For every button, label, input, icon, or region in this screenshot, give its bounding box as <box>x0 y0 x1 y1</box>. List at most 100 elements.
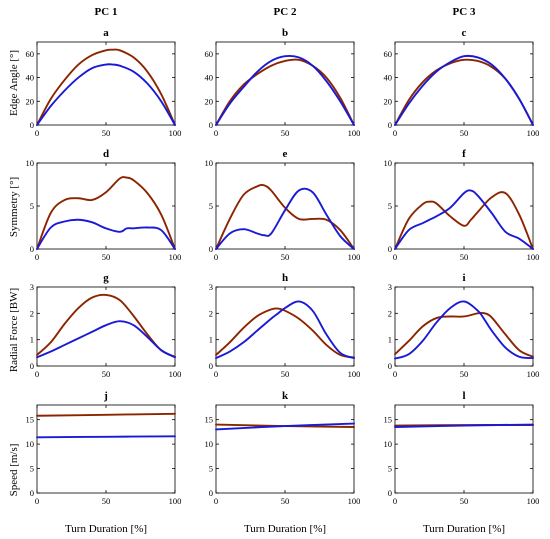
y-tick-label: 2 <box>30 308 34 318</box>
x-tick-label: 0 <box>214 496 218 506</box>
series-line-blue <box>36 218 176 250</box>
y-tick-label: 0 <box>30 488 34 498</box>
y-tick-label: 10 <box>26 158 35 168</box>
ylabel-symmetry: Symmetry [°] <box>8 177 20 237</box>
y-tick-label: 20 <box>26 96 35 106</box>
x-tick-label: 50 <box>102 496 111 506</box>
y-tick-label: 0 <box>209 120 213 130</box>
x-tick-label: 50 <box>102 252 111 262</box>
series-line-blue <box>36 63 176 126</box>
x-tick-label: 50 <box>460 128 469 138</box>
series-line-red <box>215 58 355 126</box>
x-tick-label: 100 <box>348 252 361 262</box>
x-tick-label: 0 <box>393 496 397 506</box>
panel-j: j 0 5 10 15 0 50 100 <box>26 390 182 506</box>
xlabel-col3: Turn Duration [%] <box>423 523 505 535</box>
y-tick-label: 3 <box>209 282 213 292</box>
x-tick-label: 50 <box>102 128 111 138</box>
series-line-red <box>36 293 176 358</box>
plot-frame <box>394 404 534 494</box>
x-tick-label: 0 <box>35 128 39 138</box>
panel-letter: f <box>462 148 466 160</box>
plot-frame <box>394 41 534 126</box>
x-tick-label: 0 <box>214 252 218 262</box>
y-tick-label: 20 <box>384 96 393 106</box>
plot-frame <box>36 286 176 367</box>
x-tick-label: 0 <box>35 496 39 506</box>
x-tick-label: 100 <box>348 496 361 506</box>
panel-letter: c <box>462 27 467 39</box>
y-tick-label: 0 <box>30 361 34 371</box>
y-tick-label: 3 <box>30 282 34 292</box>
y-tick-label: 40 <box>26 73 35 83</box>
panel-letter: h <box>282 272 288 284</box>
series-line-blue <box>36 435 176 439</box>
y-tick-label: 0 <box>388 488 392 498</box>
y-tick-label: 0 <box>209 488 213 498</box>
panel-i: i 0 1 2 3 0 50 100 <box>388 272 540 379</box>
x-tick-label: 50 <box>102 369 111 379</box>
series-line-red <box>36 176 176 250</box>
y-tick-label: 60 <box>384 49 393 59</box>
panel-b: b 0 20 40 60 0 50 100 <box>205 27 361 138</box>
y-tick-label: 15 <box>205 415 214 425</box>
x-tick-label: 0 <box>393 128 397 138</box>
series-line-blue <box>394 300 534 360</box>
x-tick-label: 100 <box>348 369 361 379</box>
column-title-pc3: PC 3 <box>453 6 476 18</box>
panel-a: a 0 20 40 60 0 50 100 <box>26 27 182 138</box>
x-tick-label: 50 <box>281 252 290 262</box>
y-tick-label: 5 <box>388 464 392 474</box>
panel-letter: i <box>462 272 465 284</box>
x-tick-label: 100 <box>169 128 182 138</box>
x-tick-label: 50 <box>460 369 469 379</box>
y-tick-label: 10 <box>26 439 35 449</box>
x-tick-label: 100 <box>169 496 182 506</box>
series-line-blue <box>394 189 534 250</box>
panel-letter: d <box>103 148 109 160</box>
xlabel-col2: Turn Duration [%] <box>244 523 326 535</box>
series-line-red <box>215 307 355 359</box>
y-tick-label: 3 <box>388 282 392 292</box>
x-tick-label: 0 <box>35 369 39 379</box>
ylabel-radial-force: Radial Force [BW] <box>8 288 20 372</box>
xlabel-col1: Turn Duration [%] <box>65 523 147 535</box>
plot-frame <box>215 41 355 126</box>
series-line-red <box>394 311 534 358</box>
panel-l: l 0 5 10 15 0 50 100 <box>384 390 540 506</box>
series-line-blue <box>36 320 176 359</box>
series-line-blue <box>394 54 534 126</box>
series-line-blue <box>215 187 355 250</box>
x-tick-label: 100 <box>169 369 182 379</box>
y-tick-label: 5 <box>30 464 34 474</box>
column-title-pc2: PC 2 <box>274 6 297 18</box>
x-tick-label: 50 <box>281 369 290 379</box>
x-tick-label: 50 <box>460 252 469 262</box>
panel-letter: j <box>103 390 108 402</box>
y-tick-label: 5 <box>388 201 392 211</box>
plot-frame <box>215 404 355 494</box>
x-tick-label: 100 <box>527 496 540 506</box>
x-tick-label: 100 <box>527 369 540 379</box>
y-tick-label: 15 <box>384 415 393 425</box>
panel-k: k 0 5 10 15 0 50 100 <box>205 390 361 506</box>
y-tick-label: 0 <box>209 361 213 371</box>
series-line-red <box>394 58 534 126</box>
x-tick-label: 50 <box>281 128 290 138</box>
y-tick-label: 0 <box>388 244 392 254</box>
x-tick-label: 50 <box>460 496 469 506</box>
y-tick-label: 40 <box>384 73 393 83</box>
plot-frame <box>215 286 355 367</box>
x-tick-label: 0 <box>214 128 218 138</box>
panel-letter: g <box>103 272 109 284</box>
y-tick-label: 10 <box>384 158 393 168</box>
y-tick-label: 0 <box>388 120 392 130</box>
ylabel-edge-angle: Edge Angle [°] <box>8 50 20 116</box>
x-tick-label: 100 <box>348 128 361 138</box>
x-tick-label: 0 <box>214 369 218 379</box>
y-tick-label: 1 <box>209 335 213 345</box>
y-tick-label: 0 <box>30 120 34 130</box>
y-tick-label: 10 <box>384 439 393 449</box>
